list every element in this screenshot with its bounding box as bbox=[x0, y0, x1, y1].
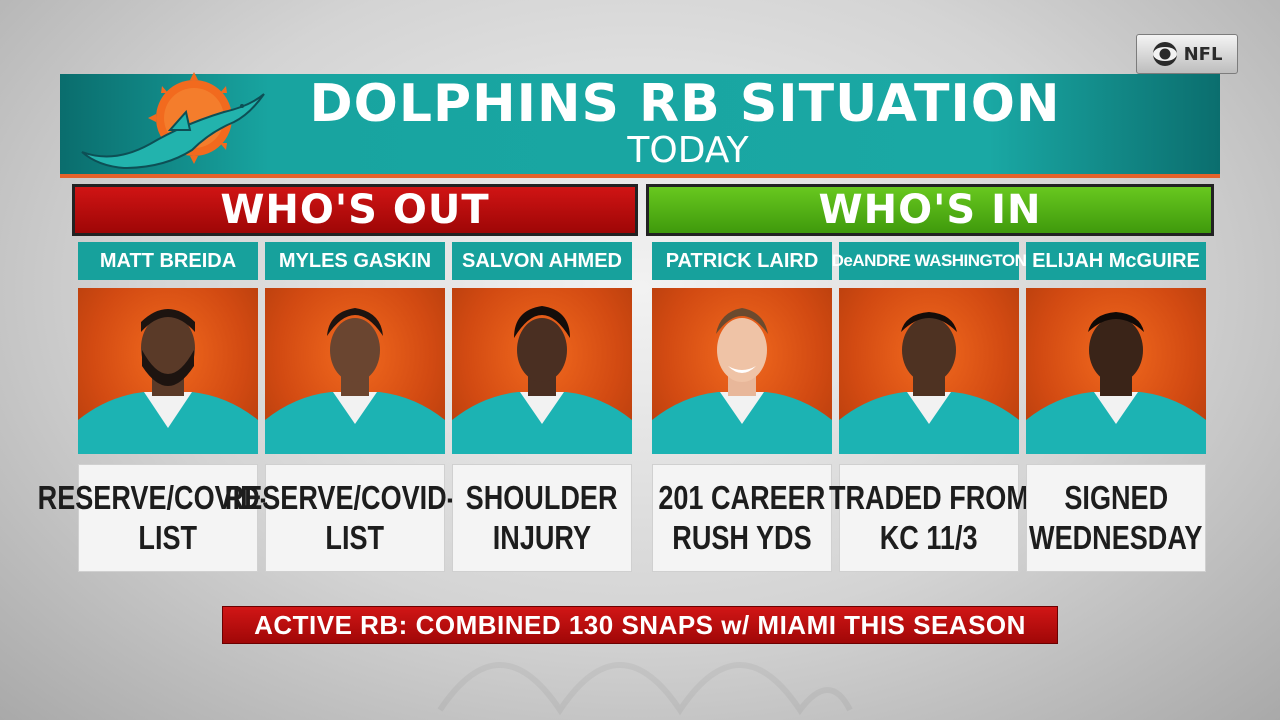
player-photo bbox=[78, 288, 258, 454]
status-line-2: RUSH YDS bbox=[672, 519, 812, 556]
player-headshot-icon bbox=[452, 306, 632, 454]
dolphins-logo-icon bbox=[81, 72, 265, 170]
player-status: TRADED FROM KC 11/3 bbox=[829, 464, 1029, 572]
status-line-1: RESERVE/COVID-19 bbox=[37, 479, 299, 516]
status-line-1: TRADED FROM bbox=[829, 479, 1029, 516]
player-status: 201 CAREER RUSH YDS bbox=[652, 464, 832, 572]
status-line-1: RESERVE/COVID-19 bbox=[224, 479, 486, 516]
player-name: DeANDRE WASHINGTON bbox=[832, 242, 1027, 280]
whos-out-header: WHO'S OUT bbox=[72, 184, 638, 236]
player-card: PATRICK LAIRD 201 CAREER RUSH YDS bbox=[652, 242, 832, 572]
player-status: SIGNED WEDNESDAY bbox=[1026, 464, 1206, 572]
player-photo bbox=[839, 288, 1019, 454]
player-card: SALVON AHMED SHOULDER INJURY bbox=[452, 242, 632, 572]
whos-in-header: WHO'S IN bbox=[646, 184, 1214, 236]
status-line-2: INJURY bbox=[492, 519, 592, 556]
player-card: MYLES GASKIN RESERVE/COVID-19 LIST bbox=[224, 242, 486, 572]
player-name: MYLES GASKIN bbox=[265, 242, 445, 280]
player-headshot-icon bbox=[652, 308, 832, 454]
title-banner bbox=[60, 74, 1220, 178]
network-logo: NFL bbox=[1136, 34, 1238, 74]
player-status: SHOULDER INJURY bbox=[452, 464, 632, 572]
status-line-2: LIST bbox=[325, 519, 385, 556]
network-label: NFL bbox=[1183, 43, 1223, 65]
player-photo bbox=[1026, 288, 1206, 454]
page-title: DOLPHINS RB SITUATION bbox=[309, 74, 1061, 134]
status-line-2: WEDNESDAY bbox=[1029, 519, 1203, 556]
player-name: MATT BREIDA bbox=[78, 242, 258, 280]
status-line-1: 201 CAREER bbox=[658, 479, 826, 516]
background-star-watermark bbox=[437, 662, 853, 716]
player-photo bbox=[265, 288, 445, 454]
status-line-1: SHOULDER bbox=[466, 479, 618, 516]
player-name: ELIJAH McGUIRE bbox=[1026, 242, 1206, 280]
player-card: ELIJAH McGUIRE SIGNED WEDNESDAY bbox=[1026, 242, 1206, 572]
player-card: DeANDRE WASHINGTON TRADED FROM KC 11/3 bbox=[829, 242, 1029, 572]
player-photo bbox=[652, 288, 832, 454]
footer-banner: ACTIVE RB: COMBINED 130 SNAPS w/ MIAMI T… bbox=[222, 606, 1058, 644]
player-headshot-icon bbox=[1026, 312, 1206, 454]
player-headshot-icon bbox=[265, 308, 445, 454]
status-line-2: KC 11/3 bbox=[880, 519, 978, 556]
player-name: PATRICK LAIRD bbox=[652, 242, 832, 280]
cbs-eye-icon bbox=[1152, 42, 1177, 66]
player-status: RESERVE/COVID-19 LIST bbox=[37, 464, 299, 572]
player-status: RESERVE/COVID-19 LIST bbox=[224, 464, 486, 572]
status-line-2: LIST bbox=[138, 519, 198, 556]
page-subtitle: TODAY bbox=[627, 130, 749, 171]
player-name: SALVON AHMED bbox=[452, 242, 632, 280]
player-card: MATT BREIDA RESERVE/COVID-19 LIST bbox=[37, 242, 299, 572]
player-photo bbox=[452, 288, 632, 454]
player-headshot-icon bbox=[78, 309, 258, 454]
player-headshot-icon bbox=[839, 312, 1019, 454]
status-line-1: SIGNED bbox=[1064, 479, 1168, 516]
